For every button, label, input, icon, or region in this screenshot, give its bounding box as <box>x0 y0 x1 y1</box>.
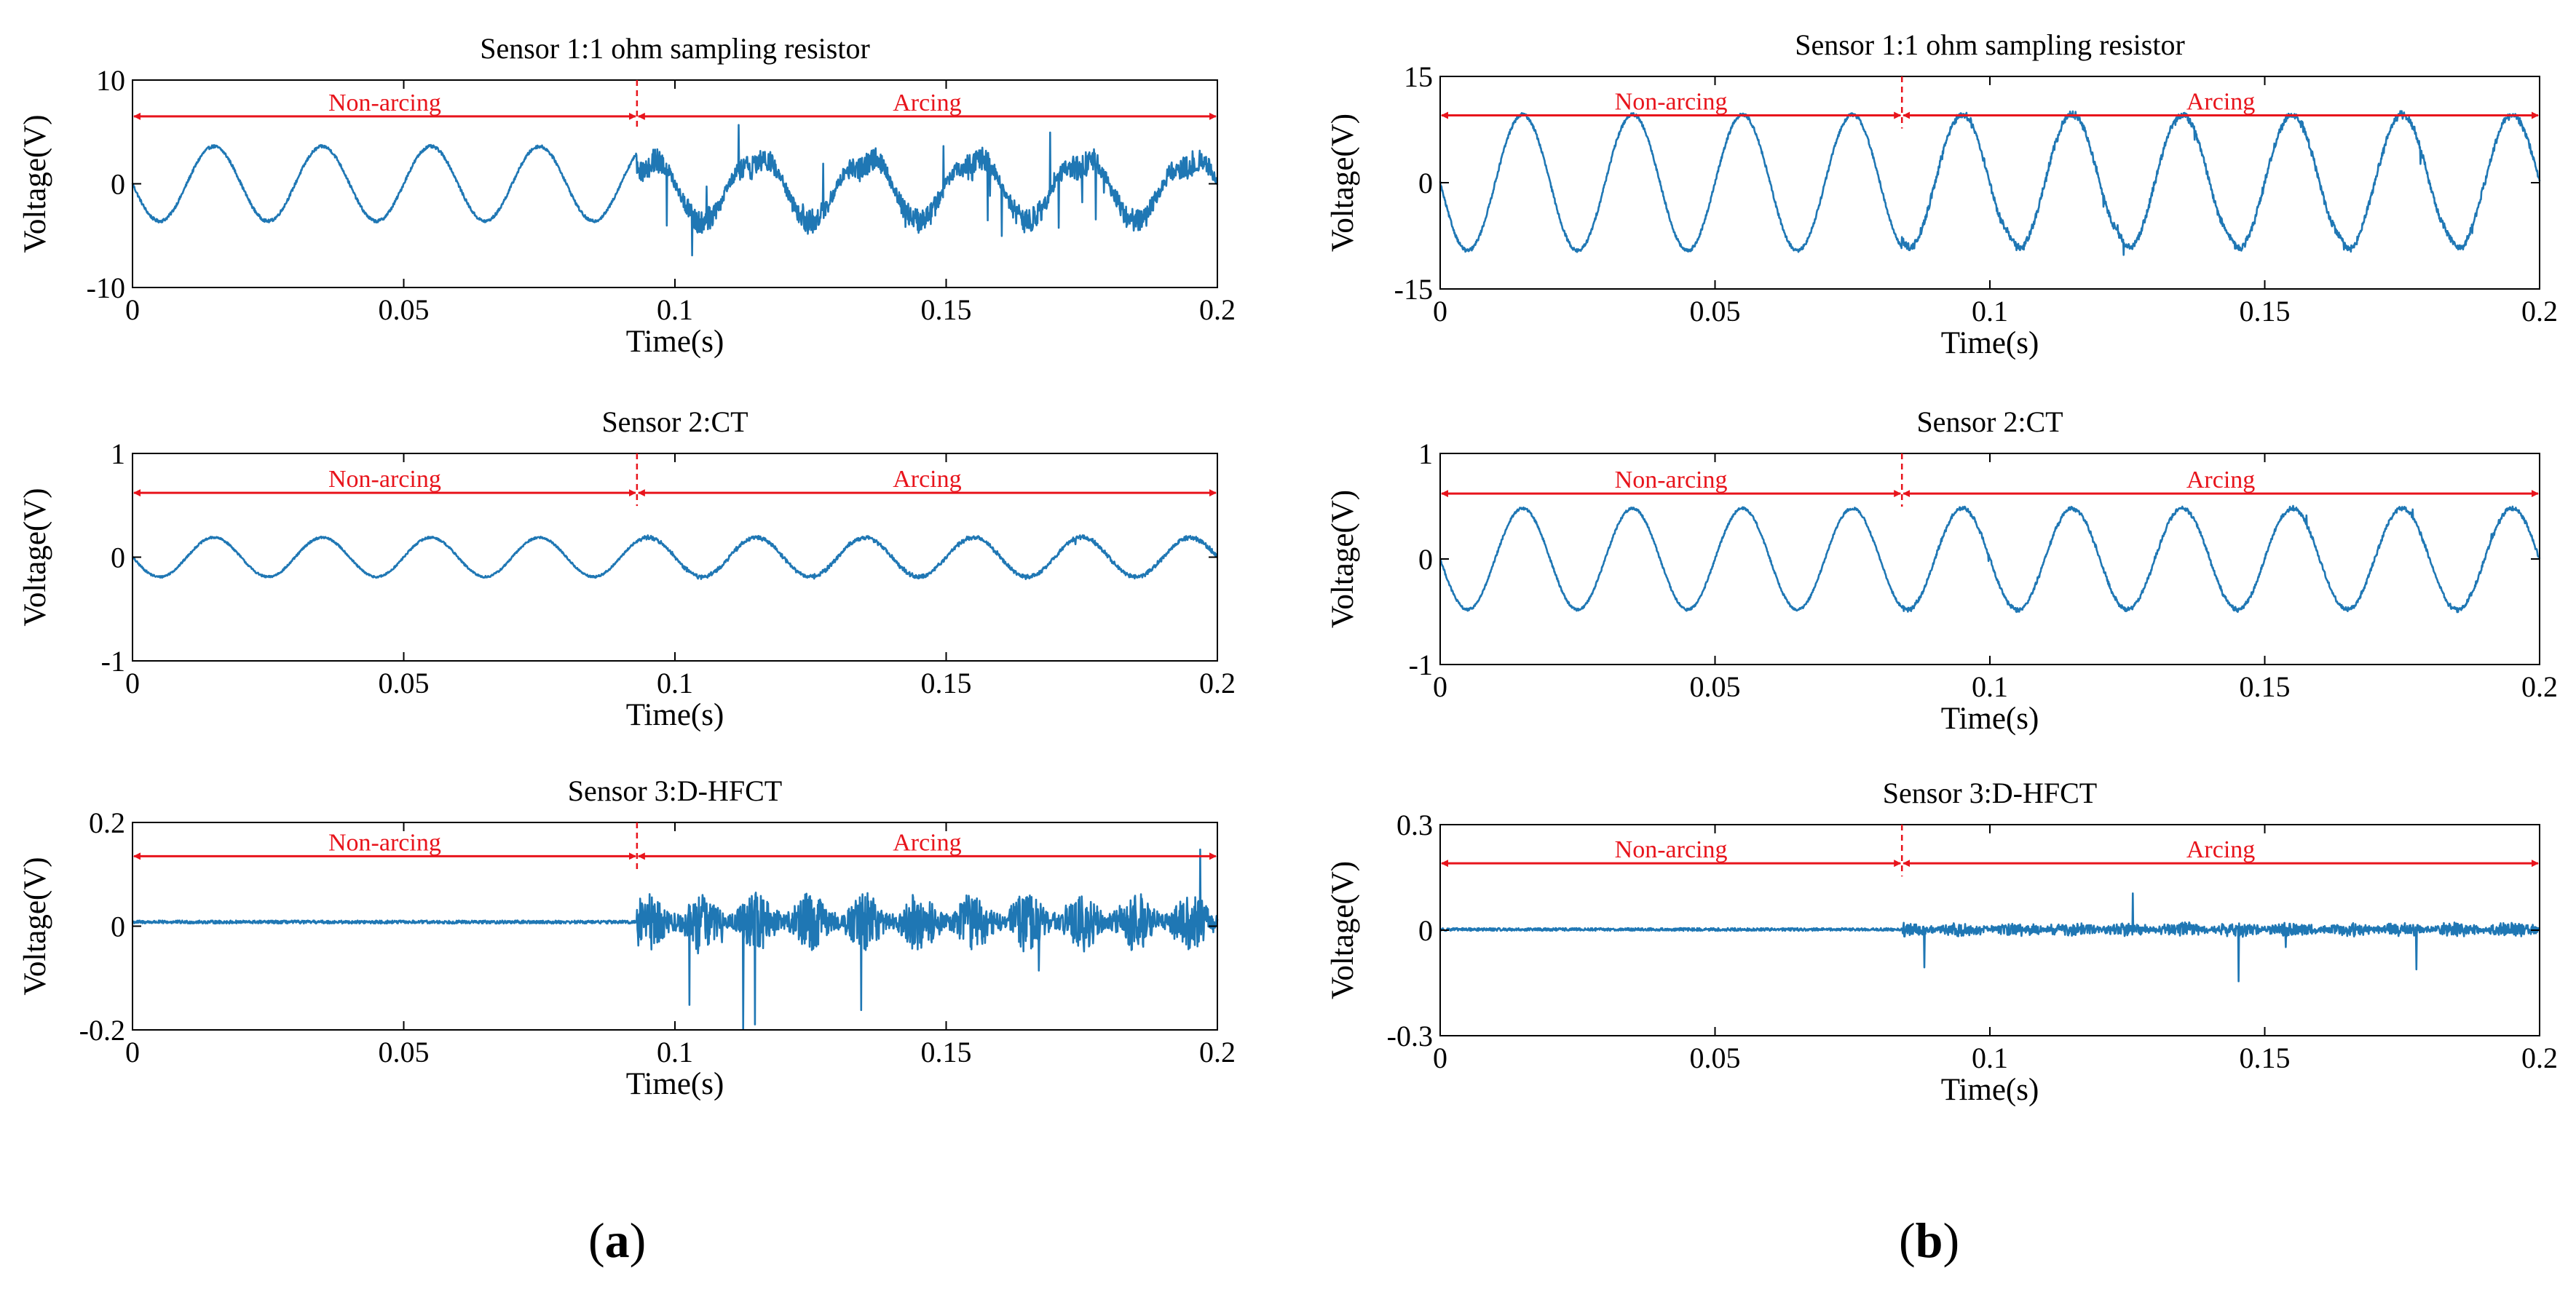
non-arcing-label: Non-arcing <box>328 466 441 493</box>
y-tick-label: 10 <box>96 64 125 97</box>
chart-title: Sensor 2:CT <box>601 405 748 438</box>
y-tick-label: -0.3 <box>1387 1020 1433 1052</box>
y-tick-label: 0 <box>1418 543 1433 576</box>
y-tick-label: 1 <box>1418 437 1433 470</box>
y-tick-label: 0 <box>1418 914 1433 947</box>
x-tick-label: 0.05 <box>379 1036 430 1068</box>
x-tick-label: 0 <box>1433 295 1447 328</box>
arcing-label: Arcing <box>893 829 961 856</box>
chart-title: Sensor 1:1 ohm sampling resistor <box>480 32 870 65</box>
signal-line <box>131 534 1218 580</box>
chart-title: Sensor 3:D-HFCT <box>568 774 782 807</box>
signal-line <box>1439 892 2541 983</box>
y-tick-label: 0.3 <box>1396 809 1433 841</box>
non-arcing-label: Non-arcing <box>328 829 441 856</box>
signal-line <box>131 124 1219 257</box>
y-tick-label: -15 <box>1394 273 1433 306</box>
y-tick-label: -1 <box>1409 649 1433 681</box>
chart-title: Sensor 1:1 ohm sampling resistor <box>1795 28 2185 61</box>
y-axis-label: Voltage(V) <box>18 857 52 995</box>
x-axis-label: Time(s) <box>1941 1073 2039 1107</box>
y-tick-label: -10 <box>87 271 125 304</box>
non-arcing-label: Non-arcing <box>1615 836 1728 863</box>
x-tick-label: 0.1 <box>657 293 693 326</box>
x-tick-label: 0 <box>125 293 140 326</box>
arcing-label: Arcing <box>893 90 961 116</box>
y-tick-label: 0 <box>111 911 125 943</box>
x-tick-label: 0.1 <box>657 1036 693 1068</box>
x-axis-label: Time(s) <box>626 1067 724 1101</box>
signal-line <box>132 848 1219 1031</box>
chart-title: Sensor 2:CT <box>1916 405 2063 438</box>
y-axis-label: Voltage(V) <box>1326 861 1360 999</box>
x-tick-label: 0 <box>125 667 140 699</box>
x-axis-label: Time(s) <box>1941 702 2039 736</box>
x-tick-label: 0.15 <box>2240 1042 2291 1074</box>
x-tick-label: 0.05 <box>1690 295 1741 328</box>
y-tick-label: -1 <box>101 645 125 678</box>
y-axis-label: Voltage(V) <box>18 114 52 253</box>
x-tick-label: 0.05 <box>1690 670 1741 703</box>
x-tick-label: 0.15 <box>921 667 972 699</box>
x-tick-label: 0.15 <box>2240 295 2291 328</box>
signal-line <box>1439 504 2541 614</box>
x-axis-label: Time(s) <box>626 325 724 359</box>
x-tick-label: 0.15 <box>2240 670 2291 703</box>
y-tick-label: 0 <box>1418 167 1433 199</box>
x-tick-label: 0.2 <box>2521 670 2558 703</box>
panel-label-a: (a) <box>588 1213 647 1268</box>
arcing-label: Arcing <box>893 466 961 493</box>
x-tick-label: 0.05 <box>379 667 430 699</box>
x-tick-label: 0.2 <box>2521 295 2558 328</box>
x-axis-label: Time(s) <box>1941 326 2039 360</box>
x-tick-label: 0 <box>1433 1042 1447 1074</box>
non-arcing-label: Non-arcing <box>328 90 441 116</box>
y-tick-label: 15 <box>1404 60 1433 93</box>
x-tick-label: 0.1 <box>1972 670 2008 703</box>
x-tick-label: 0.2 <box>1199 293 1236 326</box>
x-tick-label: 0.05 <box>1690 1042 1741 1074</box>
arcing-label: Arcing <box>2186 467 2255 493</box>
y-axis-label: Voltage(V) <box>1326 490 1360 628</box>
x-tick-label: 0.2 <box>1199 1036 1236 1068</box>
y-tick-label: 0.2 <box>89 806 125 839</box>
non-arcing-label: Non-arcing <box>1615 467 1728 493</box>
y-tick-label: 0 <box>111 168 125 201</box>
x-tick-label: 0.2 <box>2521 1042 2558 1074</box>
x-axis-label: Time(s) <box>626 698 724 732</box>
x-tick-label: 0.1 <box>1972 295 2008 328</box>
non-arcing-label: Non-arcing <box>1615 89 1728 116</box>
y-axis-label: Voltage(V) <box>18 488 52 626</box>
panel-label-b: (b) <box>1899 1213 1960 1268</box>
x-tick-label: 0.2 <box>1199 667 1236 699</box>
x-tick-label: 0 <box>125 1036 140 1068</box>
y-tick-label: 0 <box>111 542 125 574</box>
arcing-label: Arcing <box>2186 89 2255 116</box>
chart-title: Sensor 3:D-HFCT <box>1883 777 2097 809</box>
x-tick-label: 0.15 <box>921 1036 972 1068</box>
signal-line <box>1439 110 2541 256</box>
x-tick-label: 0.1 <box>657 667 693 699</box>
x-tick-label: 0.15 <box>921 293 972 326</box>
x-tick-label: 0.1 <box>1972 1042 2008 1074</box>
y-tick-label: 1 <box>111 437 125 470</box>
x-tick-label: 0.05 <box>379 293 430 326</box>
y-axis-label: Voltage(V) <box>1326 114 1360 252</box>
arcing-label: Arcing <box>2186 836 2255 863</box>
y-tick-label: -0.2 <box>79 1014 125 1047</box>
x-tick-label: 0 <box>1433 670 1447 703</box>
